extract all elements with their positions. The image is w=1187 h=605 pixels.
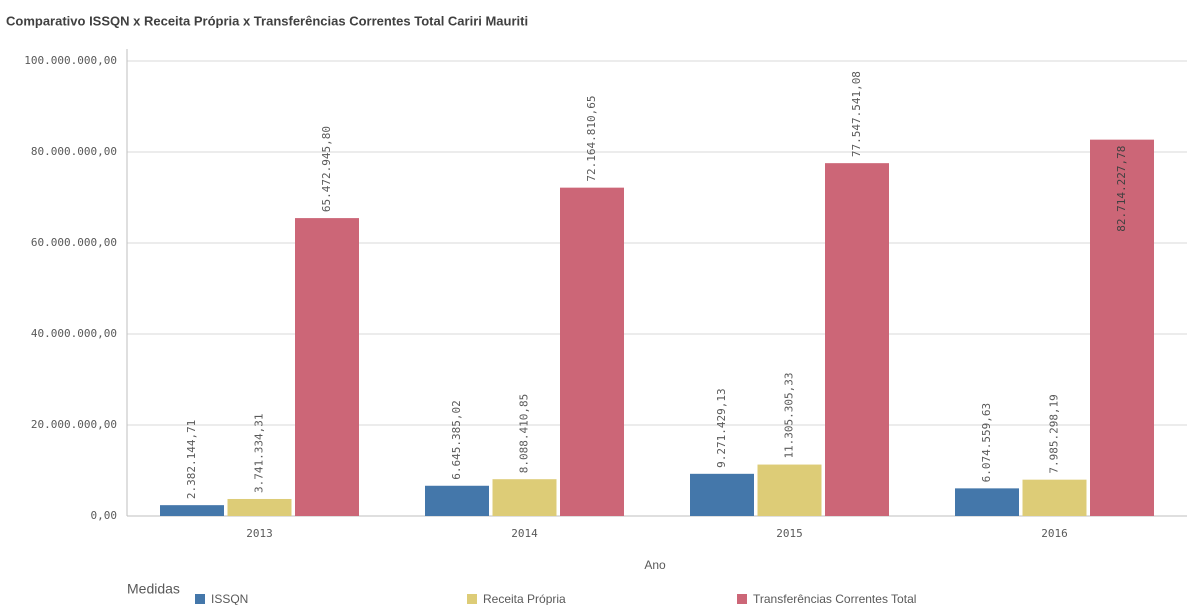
value-label: 65.472.945,80 [320, 126, 333, 212]
value-label: 6.645.385,02 [450, 400, 463, 479]
legend-label: Transferências Correntes Total [753, 592, 916, 605]
value-label: 6.074.559,63 [980, 403, 993, 482]
y-tick-label: 80.000.000,00 [31, 145, 117, 158]
legend-swatch [195, 594, 205, 604]
y-tick-label: 20.000.000,00 [31, 418, 117, 431]
legend-swatch [737, 594, 747, 604]
x-tick-label: 2014 [511, 527, 538, 540]
y-tick-label: 0,00 [91, 509, 118, 522]
bar [955, 488, 1019, 516]
x-tick-label: 2013 [246, 527, 273, 540]
bar [1022, 479, 1087, 516]
bar [425, 485, 489, 516]
y-tick-label: 60.000.000,00 [31, 236, 117, 249]
bar [560, 187, 624, 516]
value-label: 2.382.144,71 [185, 420, 198, 499]
y-tick-label: 40.000.000,00 [31, 327, 117, 340]
bar [227, 498, 292, 516]
legend-title: Medidas [127, 581, 180, 597]
value-label: 82.714.227,78 [1115, 146, 1128, 232]
bar [825, 163, 889, 516]
bar [160, 505, 224, 516]
value-label: 72.164.810,65 [585, 96, 598, 182]
legend-label: ISSQN [211, 592, 248, 605]
bar [492, 479, 557, 516]
value-label: 8.088.410,85 [518, 394, 531, 473]
bar [757, 464, 822, 516]
legend-label: Receita Própria [483, 592, 566, 605]
y-tick-label: 100.000.000,00 [24, 54, 117, 67]
bar [690, 473, 754, 516]
x-tick-label: 2016 [1041, 527, 1068, 540]
x-tick-label: 2015 [776, 527, 803, 540]
value-label: 11.305.305,33 [783, 372, 796, 458]
value-label: 3.741.334,31 [253, 413, 266, 492]
value-label: 7.985.298,19 [1048, 394, 1061, 473]
chart-title: Comparativo ISSQN x Receita Própria x Tr… [6, 13, 528, 28]
x-axis-label: Ano [644, 558, 666, 572]
value-label: 9.271.429,13 [715, 388, 728, 467]
bar [1090, 139, 1154, 516]
value-label: 77.547.541,08 [850, 71, 863, 157]
bar [295, 218, 359, 517]
legend-swatch [467, 594, 477, 604]
